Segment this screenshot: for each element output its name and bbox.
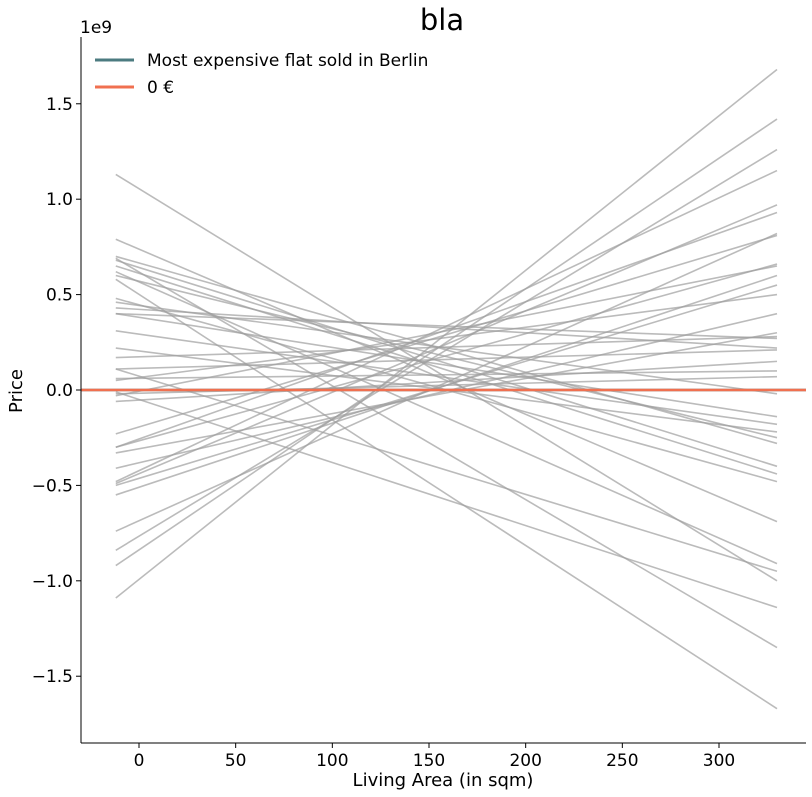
sample-line-15: [115, 335, 778, 359]
x-tick-label: 300: [703, 751, 735, 771]
x-tick-label: 100: [316, 751, 348, 771]
x-axis-label: Living Area (in sqm): [353, 770, 534, 791]
x-tick-label: 250: [606, 751, 638, 771]
y-tick-label: 1.0: [46, 190, 73, 210]
sample-line-27: [115, 255, 778, 445]
plot-area: [81, 68, 806, 710]
sample-line-0: [115, 68, 778, 599]
y-ticks: −1.5 −1.0 −0.5 0.0 0.5 1.0 1.5: [32, 95, 81, 687]
y-tick-label: −1.5: [32, 667, 73, 687]
sample-line-37: [115, 278, 778, 710]
sample-line-19: [115, 360, 778, 403]
legend-label-0: Most expensive flat sold in Berlin: [147, 51, 428, 71]
y-offset-label: 1e9: [80, 18, 112, 38]
sample-line-8: [115, 263, 778, 449]
y-tick-label: −1.0: [32, 572, 73, 592]
x-tick-label: 200: [509, 751, 541, 771]
sample-line-6: [115, 232, 778, 532]
y-tick-label: −0.5: [32, 476, 73, 496]
sample-line-28: [115, 259, 778, 468]
sample-line-36: [115, 257, 778, 649]
sample-line-20: [115, 370, 778, 380]
legend: Most expensive flat sold in Berlin 0 €: [95, 51, 428, 98]
y-tick-label: 0.0: [46, 381, 73, 401]
chart-title: bla: [420, 3, 464, 37]
sample-line-22: [115, 301, 778, 395]
x-tick-label: 150: [413, 751, 445, 771]
y-tick-label: 0.5: [46, 286, 73, 306]
sample-line-33: [115, 368, 778, 573]
sample-line-18: [115, 349, 778, 370]
sample-line-7: [115, 234, 778, 435]
sample-line-35: [115, 391, 778, 609]
x-tick-label: 0: [134, 751, 145, 771]
sample-line-23: [115, 312, 778, 418]
x-tick-label: 50: [225, 751, 247, 771]
sample-line-29: [115, 265, 778, 475]
sample-line-31: [115, 238, 778, 523]
sample-line-17: [115, 307, 778, 349]
x-ticks: 0 50 100 150 200 250 300: [134, 743, 735, 771]
legend-label-1: 0 €: [147, 78, 174, 98]
sample-line-32: [115, 270, 778, 565]
sample-line-34: [115, 173, 778, 582]
sample-line-9: [115, 265, 778, 397]
sample-line-1: [115, 118, 778, 567]
sample-line-26: [115, 274, 778, 439]
y-tick-label: 1.5: [46, 95, 73, 115]
y-axis-label: Price: [6, 369, 27, 413]
sample-line-5: [115, 211, 778, 448]
